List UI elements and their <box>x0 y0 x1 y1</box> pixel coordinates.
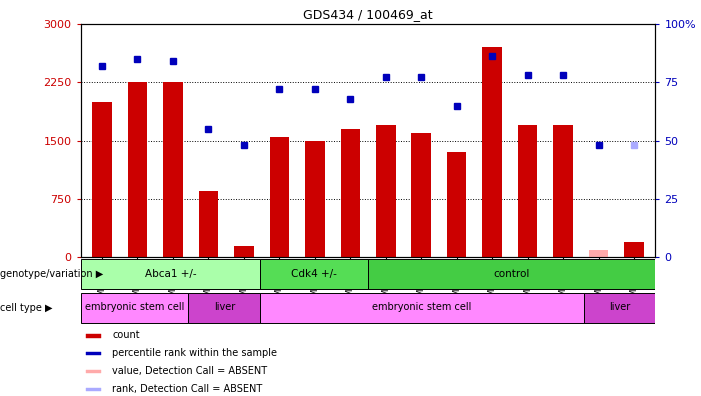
Bar <box>341 129 360 257</box>
Text: count: count <box>112 330 140 341</box>
Bar <box>518 125 538 257</box>
Bar <box>260 259 368 289</box>
Text: genotype/variation ▶: genotype/variation ▶ <box>0 269 103 279</box>
Bar <box>376 125 395 257</box>
Bar <box>260 293 583 323</box>
Bar <box>86 370 101 373</box>
Title: GDS434 / 100469_at: GDS434 / 100469_at <box>304 8 433 21</box>
Bar <box>128 82 147 257</box>
Bar <box>81 293 189 323</box>
Bar <box>86 352 101 355</box>
Text: embryonic stem cell: embryonic stem cell <box>372 302 472 312</box>
Bar <box>447 152 466 257</box>
Bar <box>81 259 260 289</box>
Bar <box>86 388 101 391</box>
Text: embryonic stem cell: embryonic stem cell <box>85 302 184 312</box>
Bar <box>589 249 608 257</box>
Text: percentile rank within the sample: percentile rank within the sample <box>112 348 277 358</box>
Bar <box>305 141 325 257</box>
Text: cell type ▶: cell type ▶ <box>0 303 53 313</box>
Text: liver: liver <box>214 302 235 312</box>
Bar <box>163 82 183 257</box>
Text: control: control <box>494 268 530 278</box>
Bar <box>86 334 101 337</box>
Bar <box>270 137 289 257</box>
Bar <box>583 293 655 323</box>
Text: Cdk4 +/-: Cdk4 +/- <box>291 268 337 278</box>
Bar <box>189 293 260 323</box>
Text: liver: liver <box>609 302 630 312</box>
Bar <box>411 133 431 257</box>
Bar <box>482 47 502 257</box>
Bar <box>625 242 644 257</box>
Bar <box>553 125 573 257</box>
Text: value, Detection Call = ABSENT: value, Detection Call = ABSENT <box>112 366 267 376</box>
Bar <box>234 246 254 257</box>
Bar <box>198 191 218 257</box>
Text: rank, Detection Call = ABSENT: rank, Detection Call = ABSENT <box>112 384 262 394</box>
Bar <box>92 102 111 257</box>
Bar <box>368 259 655 289</box>
Text: Abca1 +/-: Abca1 +/- <box>144 268 196 278</box>
